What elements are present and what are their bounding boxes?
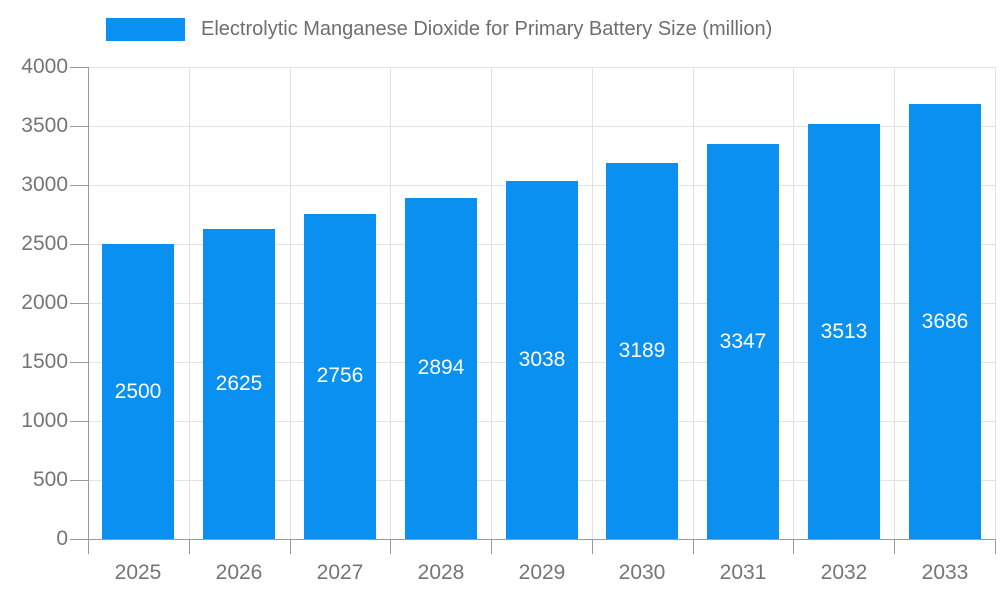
y-axis-label: 2500 [21,232,68,255]
bar-value-label: 3513 [820,320,868,343]
x-gridline [592,67,593,539]
y-gridline [88,126,995,127]
y-axis-label: 1000 [21,409,68,432]
x-axis-label: 2030 [618,561,666,584]
x-gridline [693,67,694,539]
x-axis-tick [995,539,996,554]
y-axis-label: 2000 [21,291,68,314]
bar-value-label: 2625 [215,372,263,395]
x-axis-label: 2031 [719,561,767,584]
y-gridline [88,67,995,68]
bar-2031[interactable] [707,144,779,539]
x-gridline [793,67,794,539]
x-axis-line [88,539,996,540]
y-axis-label: 1500 [21,350,68,373]
y-axis-label: 3500 [21,114,68,137]
x-axis-label: 2033 [921,561,969,584]
x-axis-tick [793,539,794,554]
legend-item[interactable]: Electrolytic Manganese Dioxide for Prima… [106,18,772,41]
bar-value-label: 3347 [719,330,767,353]
bar-2029[interactable] [506,181,578,539]
bar-value-label: 2756 [316,364,364,387]
x-gridline [491,67,492,539]
bar-2032[interactable] [808,124,880,539]
x-axis-tick [390,539,391,554]
x-axis-tick [592,539,593,554]
x-gridline [390,67,391,539]
y-axis-tick [70,126,88,127]
y-axis-tick [70,67,88,68]
bar-value-label: 3038 [518,348,566,371]
bar-2027[interactable] [304,214,376,539]
bar-value-label: 2894 [417,356,465,379]
x-gridline [290,67,291,539]
bar-2030[interactable] [606,163,678,539]
y-axis-tick [70,480,88,481]
x-gridline [995,67,996,539]
x-axis-tick [88,539,89,554]
y-axis-tick [70,303,88,304]
x-axis-tick [693,539,694,554]
legend-label: Electrolytic Manganese Dioxide for Prima… [201,18,773,40]
y-axis-label: 3000 [21,173,68,196]
y-axis-tick [70,185,88,186]
bar-2033[interactable] [909,104,981,539]
x-axis-tick [189,539,190,554]
y-axis-label: 500 [32,468,68,491]
y-axis-label: 0 [56,527,68,550]
x-axis-label: 2032 [820,561,868,584]
x-gridline [189,67,190,539]
y-axis-tick [70,244,88,245]
x-gridline [894,67,895,539]
x-axis-tick [290,539,291,554]
y-axis-tick [70,539,88,540]
y-axis-tick [70,421,88,422]
x-axis-tick [894,539,895,554]
y-axis-line [88,67,89,539]
legend-swatch [106,18,185,41]
x-axis-tick [491,539,492,554]
bar-value-label: 2500 [114,380,162,403]
y-axis-label: 4000 [21,55,68,78]
x-axis-label: 2029 [518,561,566,584]
x-axis-label: 2025 [114,561,162,584]
bar-value-label: 3686 [921,310,969,333]
x-axis-label: 2027 [316,561,364,584]
y-axis-tick [70,362,88,363]
bar-value-label: 3189 [618,339,666,362]
x-axis-label: 2028 [417,561,465,584]
bar-2026[interactable] [203,229,275,539]
bar-2028[interactable] [405,198,477,539]
bar-2025[interactable] [102,244,174,539]
x-axis-label: 2026 [215,561,263,584]
